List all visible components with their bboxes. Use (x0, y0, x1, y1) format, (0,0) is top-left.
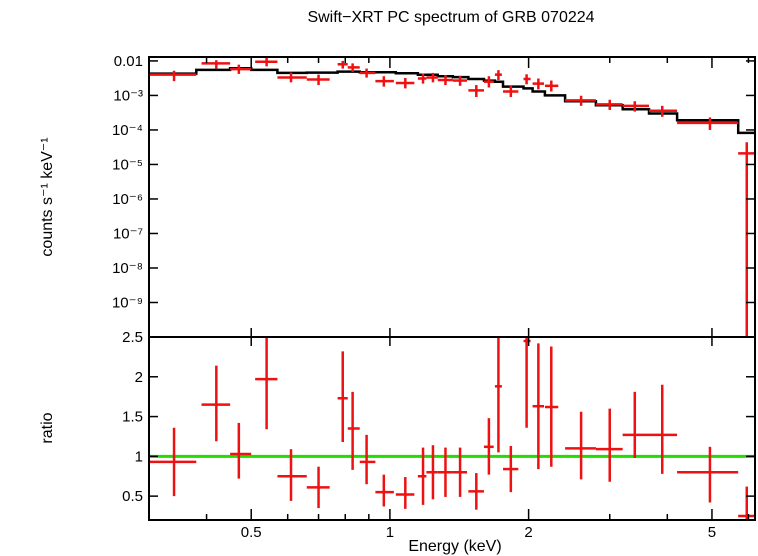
spectrum-y-tick-label: 10⁻⁸ (112, 260, 143, 277)
x-tick-label: 2 (524, 524, 532, 541)
ratio-data-point (648, 384, 678, 474)
spectrum-data-point (347, 63, 360, 72)
spectrum-data-point (255, 57, 278, 67)
spectrum-y-tick-label: 10⁻⁴ (112, 122, 143, 139)
ratio-data-points (149, 337, 755, 520)
spectrum-data-point (468, 85, 484, 98)
spectrum-y-tick-label: 10⁻⁷ (113, 225, 143, 242)
x-axis-label: Energy (keV) (408, 538, 501, 555)
ratio-y-tick-label: 1 (135, 448, 143, 465)
ratio-data-point (149, 427, 197, 497)
ratio-data-point (677, 446, 739, 503)
spectrum-data-point (452, 75, 468, 86)
ratio-data-point (230, 422, 252, 479)
ratio-data-point (201, 365, 231, 442)
spectrum-y-tick-label: 10⁻³ (113, 87, 143, 104)
spectrum-data-point (426, 72, 438, 83)
model-step-curve (149, 67, 755, 135)
energy-x-ticks: 0.5 1 2 5 (148, 57, 750, 541)
spectrum-data-points (149, 57, 755, 337)
spectrum-data-point (375, 76, 394, 87)
ratio-data-point (337, 351, 348, 443)
ratio-data-point (565, 411, 596, 480)
chart-title: Swift−XRT PC spectrum of GRB 070224 (307, 9, 594, 26)
ratio-data-point (494, 337, 502, 453)
ratio-data-point (395, 477, 415, 509)
spectrum-data-point (648, 105, 678, 117)
ratio-data-point (452, 447, 468, 497)
spectrum-data-point (277, 72, 307, 83)
ratio-y-tick-label: 0.5 (122, 488, 143, 505)
ratio-data-point (532, 343, 545, 470)
ratio-data-point (359, 434, 376, 485)
ratio-y-tick-label: 2.5 (122, 329, 143, 346)
spectrum-data-point (738, 142, 755, 337)
x-tick-label: 1 (386, 524, 394, 541)
ratio-data-point (426, 445, 438, 500)
ratio-data-point (347, 391, 360, 470)
ratio-data-point (483, 418, 494, 475)
spectrum-data-point (201, 60, 231, 69)
x-tick-label: 5 (708, 524, 716, 541)
ratio-data-point (622, 391, 649, 458)
spectrum-y-tick-label: 10⁻⁵ (112, 156, 143, 173)
spectrum-y-tick-label: 10⁻⁶ (112, 191, 143, 208)
ratio-y-ticks: 2.5 2 1.5 1 0.5 (122, 329, 755, 505)
spectrum-data-point (337, 60, 348, 69)
spectrum-data-point (417, 73, 427, 84)
spectrum-data-point (306, 74, 330, 86)
ratio-data-point (468, 473, 484, 510)
spectrum-data-point (622, 101, 649, 112)
spectrum-y-tick-label: 10⁻⁹ (112, 294, 143, 311)
ratio-panel: 2.5 2 1.5 1 0.5 0.5 1 2 5 ratio Energy (keV) (39, 57, 756, 555)
ratio-data-point (277, 449, 307, 501)
spectrum-data-point (494, 70, 502, 81)
ratio-y-tick-label: 2 (135, 369, 143, 386)
spectrum-data-point (149, 70, 197, 82)
spectrum-data-point (595, 99, 623, 110)
ratio-data-point (503, 446, 519, 493)
spectrum-y-ticks: 0.01 10⁻³ 10⁻⁴ 10⁻⁵ 10⁻⁶ 10⁻⁷ 10⁻⁸ 10⁻⁹ (112, 53, 755, 311)
spectrum-data-point (230, 64, 252, 74)
ratio-data-point (437, 447, 453, 497)
ratio-data-point (417, 447, 427, 505)
ratio-data-point (544, 346, 559, 467)
spectrum-data-point (359, 68, 376, 78)
spectrum-data-point (483, 76, 494, 88)
spectrum-data-point (395, 78, 415, 89)
ratio-data-point (306, 466, 330, 509)
spectrum-y-axis-label: counts s⁻¹ keV⁻¹ (39, 137, 56, 256)
spectrum-data-point (532, 78, 545, 90)
ratio-data-point (523, 337, 531, 428)
spectrum-frame (148, 56, 756, 338)
spectrum-y-tick-label: 0.01 (114, 53, 143, 70)
spectrum-data-point (544, 80, 559, 92)
spectrum-data-point (677, 117, 739, 130)
spectrum-data-point (565, 95, 596, 106)
ratio-y-tick-label: 1.5 (122, 409, 143, 426)
model-step-line (149, 67, 755, 135)
ratio-data-point (255, 337, 278, 430)
spectrum-data-point (523, 74, 531, 85)
ratio-data-point (375, 474, 394, 507)
spectrum-panel: 0.01 10⁻³ 10⁻⁴ 10⁻⁵ 10⁻⁶ 10⁻⁷ 10⁻⁸ 10⁻⁹ counts … (39, 53, 756, 338)
spectrum-data-point (437, 75, 453, 86)
ratio-data-point (738, 486, 755, 520)
ratio-y-axis-label: ratio (39, 412, 56, 443)
spectrum-data-point (503, 85, 519, 98)
ratio-frame (148, 336, 756, 521)
ratio-data-point (595, 408, 623, 482)
x-tick-label: 0.5 (241, 524, 262, 541)
